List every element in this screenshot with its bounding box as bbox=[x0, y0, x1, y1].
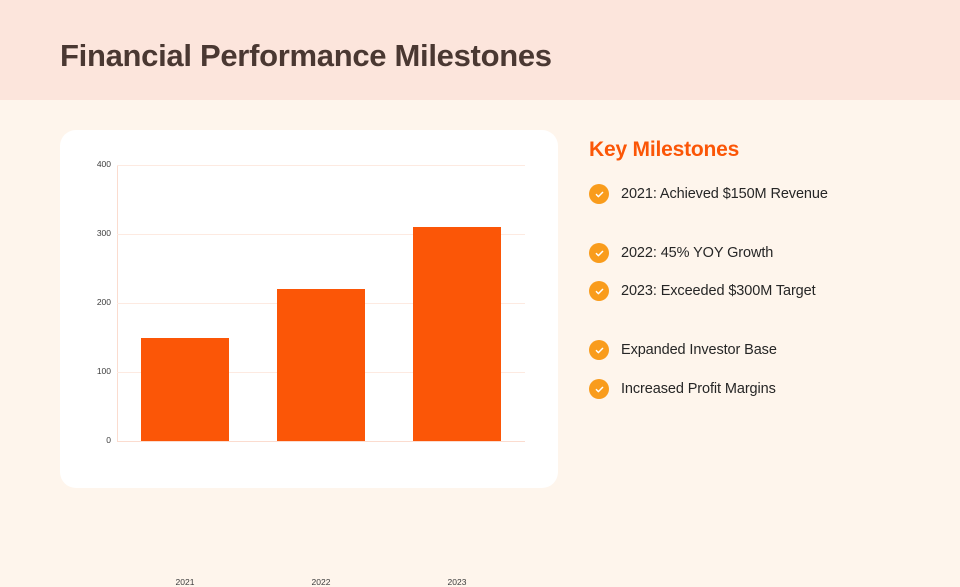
check-icon bbox=[589, 379, 609, 399]
bar-chart: 0 100 200 300 400 2021 2022 2023 bbox=[60, 130, 558, 587]
chart-card: 0 100 200 300 400 2021 2022 2023 bbox=[60, 130, 558, 587]
milestones-heading: Key Milestones bbox=[589, 138, 740, 161]
bar-2021[interactable] bbox=[141, 337, 229, 441]
y-axis-tick-label: 0 bbox=[106, 435, 111, 445]
x-axis-tick-label: 2022 bbox=[311, 577, 331, 587]
check-icon bbox=[589, 184, 609, 204]
check-icon bbox=[589, 243, 609, 263]
milestone-item[interactable]: 2023: Exceeded $300M Target bbox=[589, 281, 816, 301]
bar-2022[interactable] bbox=[277, 289, 365, 441]
bar-2023[interactable] bbox=[413, 227, 501, 441]
y-axis-tick-label: 100 bbox=[96, 366, 111, 376]
page-title: Financial Performance Milestones bbox=[60, 38, 552, 73]
milestone-list: 2021: Achieved $150M Revenue 2022: 45% YO… bbox=[589, 184, 919, 404]
milestone-item[interactable]: Expanded Investor Base bbox=[589, 340, 777, 360]
key-milestones-panel: Key Milestones 2021: Achieved $150M Reve… bbox=[589, 138, 919, 404]
check-icon bbox=[589, 281, 609, 301]
y-axis-tick-label: 300 bbox=[96, 228, 111, 238]
check-icon bbox=[589, 340, 609, 360]
milestone-item[interactable]: 2021: Achieved $150M Revenue bbox=[589, 184, 828, 204]
y-axis-tick-label: 200 bbox=[96, 297, 111, 307]
gridline bbox=[117, 441, 525, 442]
header-band bbox=[0, 0, 960, 100]
milestone-label: 2022: 45% YOY Growth bbox=[621, 245, 774, 261]
y-axis-tick-label: 400 bbox=[96, 159, 111, 169]
gridline bbox=[117, 165, 525, 166]
x-axis-tick-label: 2023 bbox=[447, 577, 467, 587]
x-axis-tick-label: 2021 bbox=[175, 577, 195, 587]
milestone-label: Expanded Investor Base bbox=[621, 342, 777, 358]
milestone-item[interactable]: 2022: 45% YOY Growth bbox=[589, 243, 773, 263]
gridline bbox=[117, 234, 525, 235]
milestone-label: 2023: Exceeded $300M Target bbox=[621, 283, 816, 299]
milestone-label: 2021: Achieved $150M Revenue bbox=[621, 186, 828, 202]
milestone-label: Increased Profit Margins bbox=[621, 381, 776, 397]
milestone-item[interactable]: Increased Profit Margins bbox=[589, 379, 776, 399]
